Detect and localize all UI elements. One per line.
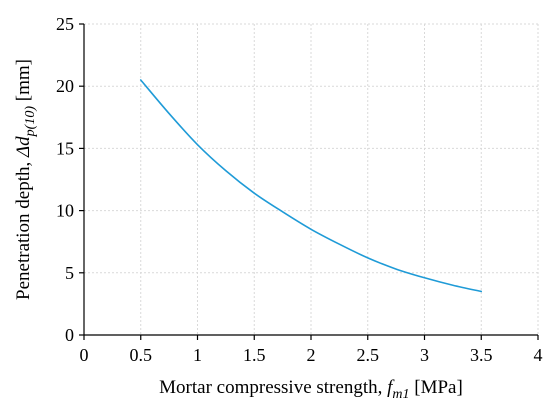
x-axis-title-symbol: f <box>387 377 395 398</box>
y-tick-label: 5 <box>65 263 74 283</box>
y-axis-title-subscript: p(10) <box>23 106 38 138</box>
y-tick-label: 15 <box>56 138 74 158</box>
x-tick-label: 0 <box>80 345 89 365</box>
x-axis-title: Mortar compressive strength, fm1 [MPa] <box>159 377 463 402</box>
y-axis-title-unit: [mm] <box>13 59 34 106</box>
x-tick-label: 4 <box>534 345 543 365</box>
x-tick-labels: 0 0.5 1 1.5 2 2.5 3 3.5 4 <box>80 345 543 365</box>
x-axis-title-prefix: Mortar compressive strength, <box>159 377 387 398</box>
axes <box>79 23 539 340</box>
x-axis-title-subscript: m1 <box>392 387 409 402</box>
x-tick-label: 1.5 <box>243 345 266 365</box>
y-tick-labels: 0 5 10 15 20 25 <box>56 14 74 345</box>
x-tick-label: 0.5 <box>130 345 153 365</box>
x-axis-title-unit: [MPa] <box>410 377 463 398</box>
y-tick-label: 0 <box>65 325 74 345</box>
y-axis-title-prefix: Penetration depth, <box>13 157 34 300</box>
x-tick-label: 2.5 <box>357 345 380 365</box>
x-tick-label: 3 <box>420 345 429 365</box>
x-tick-label: 3.5 <box>470 345 493 365</box>
y-axis-title: Penetration depth, Δdp(10) [mm] <box>13 59 38 300</box>
y-axis-title-symbol: Δd <box>13 136 34 158</box>
series-group <box>139 79 483 293</box>
y-tick-label: 25 <box>56 14 74 34</box>
y-tick-label: 20 <box>56 76 74 96</box>
y-tick-label: 10 <box>56 201 74 221</box>
x-tick-label: 1 <box>193 345 202 365</box>
x-tick-label: 2 <box>307 345 316 365</box>
series-line-0 <box>139 79 483 293</box>
